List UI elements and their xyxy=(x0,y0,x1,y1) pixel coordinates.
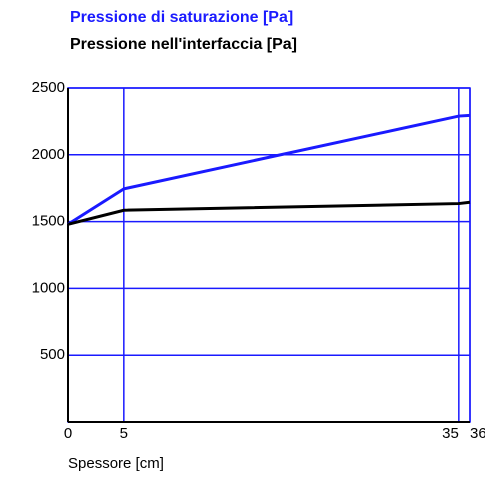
x-tick-label: 36 xyxy=(470,425,485,442)
y-tick-label: 1500 xyxy=(32,213,65,230)
data-line xyxy=(67,113,471,226)
x-axis-label: Spessore [cm] xyxy=(68,455,164,472)
legend-label: Pressione nell'interfaccia [Pa] xyxy=(70,36,297,53)
x-tick-label: 0 xyxy=(64,425,72,442)
x-tick-label: 35 xyxy=(442,425,459,442)
x-tick-label: 5 xyxy=(120,425,128,442)
legend-label: Pressione di saturazione [Pa] xyxy=(70,9,293,26)
y-tick-label: 1000 xyxy=(32,279,65,296)
y-tick-label: 2000 xyxy=(32,146,65,163)
y-tick-label: 500 xyxy=(40,346,65,363)
y-tick-label: 2500 xyxy=(32,79,65,96)
plot-frame xyxy=(67,87,471,423)
data-line xyxy=(67,200,471,226)
